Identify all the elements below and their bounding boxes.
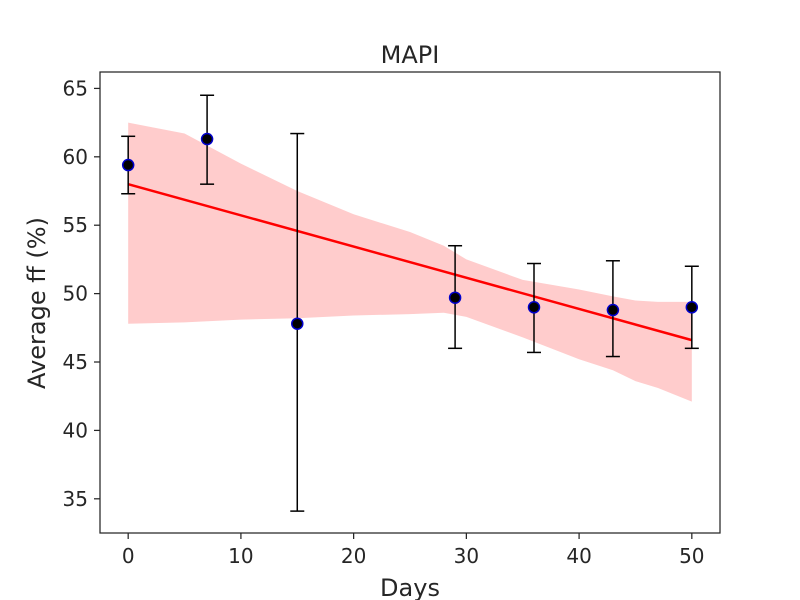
y-tick-label: 35 <box>63 487 88 511</box>
data-point <box>527 301 541 314</box>
data-point <box>685 301 699 314</box>
point-layer <box>121 132 699 330</box>
y-tick-label: 40 <box>63 418 88 442</box>
y-tick-label: 65 <box>63 76 88 100</box>
x-axis-label: Days <box>380 574 440 600</box>
chart-title: MAPI <box>381 41 440 69</box>
y-axis-label: Average ff (%) <box>23 217 51 389</box>
x-tick-label: 10 <box>228 544 253 568</box>
y-axis-ticks: 35 40 45 50 55 60 65 <box>63 76 100 511</box>
fit-line-layer <box>127 182 693 342</box>
plot-frame <box>99 71 721 534</box>
y-tick-label: 60 <box>63 145 88 169</box>
data-point <box>291 317 304 330</box>
x-tick-label: 0 <box>122 544 135 568</box>
x-tick-label: 50 <box>679 544 704 568</box>
data-point <box>606 303 620 317</box>
x-tick-label: 20 <box>341 544 366 568</box>
data-point <box>200 132 214 146</box>
y-tick-label: 50 <box>63 282 88 306</box>
x-tick-label: 30 <box>454 544 479 568</box>
x-tick-label: 40 <box>566 544 591 568</box>
x-axis-ticks: 0 10 20 30 40 50 <box>122 533 705 568</box>
data-point <box>448 291 462 304</box>
y-tick-label: 45 <box>63 350 88 374</box>
data-point <box>121 158 135 172</box>
y-tick-label: 55 <box>63 213 88 237</box>
regression-line <box>127 182 693 342</box>
